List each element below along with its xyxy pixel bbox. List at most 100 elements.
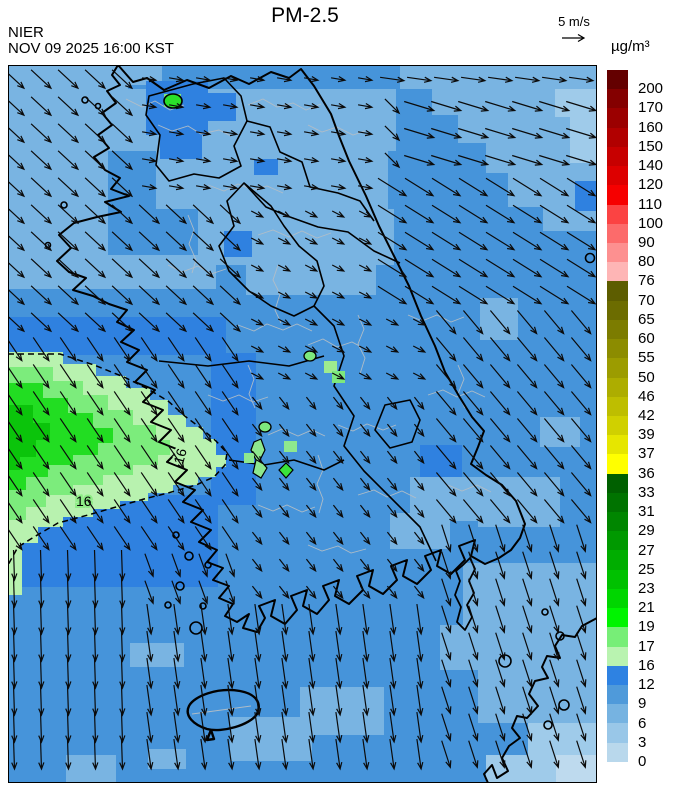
wind-vector-arrow — [566, 100, 597, 112]
pm-hotspot — [278, 462, 294, 479]
wind-vector-arrow — [539, 177, 570, 197]
wind-vector-arrow — [278, 477, 290, 492]
colorbar-tick-label: 46 — [638, 387, 655, 405]
wind-vector-arrow — [138, 204, 161, 225]
wind-vector-arrow — [303, 156, 320, 164]
wind-vector-arrow — [549, 524, 560, 553]
colorbar-tick-label: 0 — [638, 753, 647, 770]
wind-vector-arrow — [59, 499, 77, 524]
wind-vector-arrow — [576, 632, 587, 661]
wind-vector-arrow — [194, 364, 212, 389]
wind-vector-arrow — [441, 713, 452, 742]
page-title: PM-2.5 — [271, 4, 339, 27]
wind-vector-arrow — [308, 739, 316, 771]
wind-vector-arrow — [435, 310, 457, 335]
colorbar-segment — [607, 185, 628, 205]
wind-vector-arrow — [65, 549, 72, 582]
wind-vector-arrow — [86, 364, 104, 389]
wind-vector-arrow — [194, 472, 212, 497]
wind-vector-arrow — [462, 337, 484, 362]
wind-vector-arrow — [576, 713, 587, 742]
wind-vector-arrow — [168, 129, 185, 137]
wind-vector-arrow — [113, 391, 131, 416]
wind-vector-arrow — [141, 183, 158, 191]
colorbar-segment — [607, 70, 628, 90]
wind-vector-arrow — [304, 210, 319, 218]
wind-vector-arrow — [431, 258, 462, 278]
wind-vector-arrow — [144, 580, 154, 605]
wind-vector-arrow — [516, 310, 538, 335]
wind-vector-arrow — [8, 315, 26, 333]
wind-vector-arrow — [413, 450, 425, 465]
wind-vector-arrow — [38, 738, 45, 771]
wind-vector-arrow — [549, 578, 560, 607]
wind-vector-arrow — [30, 231, 53, 252]
wind-vector-arrow — [38, 711, 45, 744]
wind-vector-arrow — [200, 685, 208, 717]
colorbar-tick-label: 25 — [638, 560, 655, 578]
wind-vector-arrow — [59, 391, 77, 416]
wind-vector-arrow — [566, 177, 597, 197]
colorbar-segment — [607, 166, 628, 186]
wind-vector-arrow — [30, 258, 53, 279]
colorbar-tick-label: 150 — [638, 137, 664, 155]
raster-cell — [390, 513, 450, 549]
wind-vector-arrow — [221, 526, 239, 551]
wind-reference-label: 5 m/s — [558, 14, 590, 29]
wind-vector-arrow — [57, 96, 80, 117]
wind-vector-arrow — [413, 423, 425, 438]
wind-vector-arrow — [140, 337, 158, 362]
wind-vector-arrow — [146, 631, 154, 663]
wind-vector-arrow — [165, 231, 188, 252]
wind-vector-arrow — [359, 504, 371, 519]
wind-vector-arrow — [86, 418, 104, 443]
wind-vector-arrow — [250, 237, 265, 245]
colorbar-segment — [607, 396, 628, 416]
wind-vector-arrow — [512, 258, 543, 278]
wind-vector-arrow — [468, 686, 479, 715]
wind-vector-arrow — [330, 183, 347, 191]
colorbar-tick-label: 100 — [638, 214, 664, 232]
wind-vector-arrow — [192, 231, 215, 252]
wind-vector-arrow — [386, 450, 398, 465]
wind-vector-arrow — [195, 156, 212, 164]
wind-vector-arrow — [167, 472, 185, 497]
wind-vector-arrow — [59, 445, 77, 470]
wind-vector-arrow — [304, 237, 319, 245]
wind-vector-arrow — [384, 125, 401, 142]
raster-cell — [8, 65, 162, 85]
colorbar-tick-label: 120 — [638, 176, 664, 194]
wind-vector-arrow — [522, 713, 533, 742]
wind-vector-arrow — [57, 312, 80, 333]
raster-cell — [254, 159, 278, 175]
wind-vector-arrow — [219, 312, 242, 333]
wind-vector-arrow — [308, 658, 316, 690]
wind-vector-arrow — [485, 258, 516, 278]
wind-vector-arrow — [222, 102, 239, 110]
wind-vector-arrow — [332, 423, 344, 438]
wind-vector-arrow — [358, 237, 373, 245]
wind-vector-arrow — [512, 100, 544, 112]
colorbar-segment — [607, 608, 628, 628]
wind-vector-arrow — [404, 258, 435, 278]
colorbar-segment — [607, 262, 628, 282]
wind-vector-arrow — [111, 177, 134, 198]
wind-vector-arrow — [331, 264, 346, 272]
colorbar-segment — [607, 146, 628, 167]
wind-vector-arrow — [173, 739, 181, 771]
wind-vector-arrow — [358, 264, 373, 272]
colorbar-tick-label: 110 — [638, 195, 662, 213]
wind-vector-arrow — [359, 585, 371, 600]
wind-vector-arrow — [8, 126, 26, 144]
wind-vector-arrow — [113, 499, 131, 524]
wind-vector-arrow — [167, 337, 185, 362]
wind-vector-arrow — [65, 738, 72, 771]
wind-vector-arrow — [138, 312, 161, 333]
wind-vector-arrow — [404, 100, 436, 112]
colorbar-segment — [607, 627, 628, 647]
raster-cell — [208, 93, 236, 121]
mainland-coastline — [56, 65, 526, 633]
wind-vector-arrow — [441, 686, 452, 715]
wind-vector-arrow — [200, 658, 208, 690]
colorbar-tick-label: 19 — [638, 618, 655, 636]
